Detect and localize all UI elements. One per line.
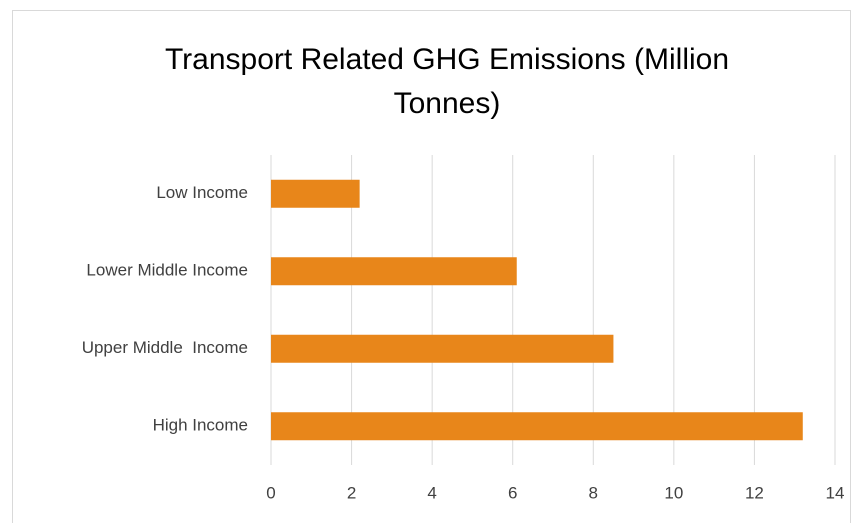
bar <box>271 412 803 441</box>
bar <box>271 334 614 363</box>
x-tick-label: 4 <box>427 483 436 502</box>
y-tick-label: Low Income <box>156 183 248 202</box>
chart-border <box>12 10 851 523</box>
bar <box>271 179 360 208</box>
x-tick-label: 6 <box>508 483 517 502</box>
y-tick-label: Upper Middle Income <box>82 338 248 357</box>
y-tick-label: Lower Middle Income <box>86 261 248 280</box>
y-tick-label: High Income <box>153 416 248 435</box>
x-tick-label: 14 <box>826 483 845 502</box>
x-tick-label: 2 <box>347 483 356 502</box>
x-tick-label: 0 <box>266 483 275 502</box>
bar <box>271 257 517 286</box>
x-tick-label: 8 <box>589 483 598 502</box>
chart-title: Transport Related GHG Emissions (Million… <box>164 43 730 120</box>
x-tick-label: 12 <box>745 483 764 502</box>
x-tick-label: 10 <box>664 483 683 502</box>
